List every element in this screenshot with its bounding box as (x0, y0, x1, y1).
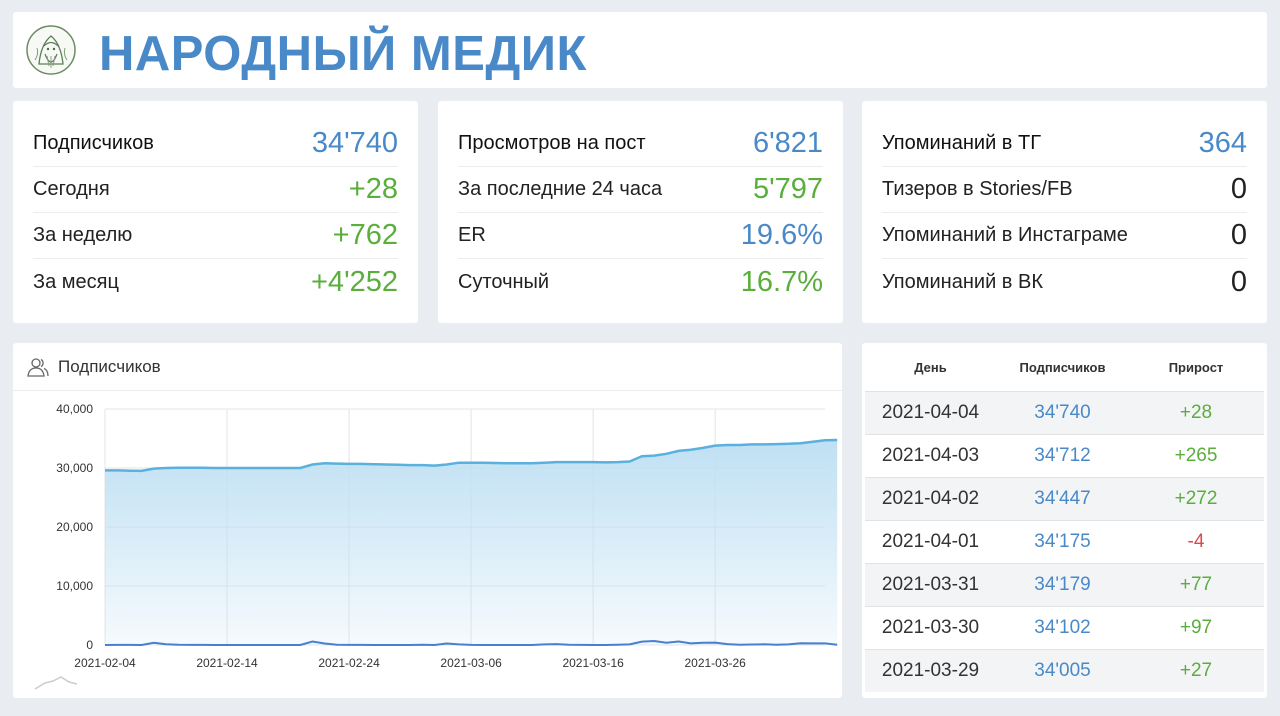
header-bar: НАРОДНЫЙ МЕДИК (13, 12, 1267, 88)
day-cell: 2021-03-31 (881, 574, 980, 595)
chart-title: Подписчиков (58, 357, 161, 376)
growth-cell: +272 (1174, 488, 1218, 509)
growth-cell: +77 (1179, 574, 1213, 595)
stat-value: 16.7% (740, 265, 823, 298)
column-header-growth[interactable]: Прирост (1168, 359, 1224, 375)
subscribers-cell: 34'005 (1034, 660, 1091, 681)
stat-label: Упоминаний в ТГ (882, 132, 1042, 154)
y-tick-label: 30,000 (56, 461, 93, 475)
stat-label: ER (458, 224, 486, 246)
stat-row-tg-mentions: Упоминаний в ТГ 364 (882, 121, 1247, 167)
table-row: 2021-03-31 34'179 +77 (865, 563, 1264, 606)
subscribers-cell: 34'740 (1034, 402, 1091, 423)
stat-row-month: За месяц +4'252 (33, 259, 398, 305)
stat-row-subscribers: Подписчиков 34'740 (33, 121, 398, 167)
y-tick-label: 0 (86, 638, 93, 652)
day-cell: 2021-04-02 (881, 488, 980, 509)
day-cell: 2021-03-30 (881, 617, 980, 638)
stat-value: 364 (1198, 127, 1247, 159)
navigator-mini-icon (34, 676, 78, 690)
stat-value: +4'252 (311, 265, 398, 298)
stat-label: Упоминаний в Инстаграме (882, 224, 1128, 246)
stat-label: Упоминаний в ВК (882, 270, 1043, 293)
stat-row-week: За неделю +762 (33, 213, 398, 259)
stat-label: Тизеров в Stories/FB (882, 178, 1073, 200)
column-header-subscribers[interactable]: Подписчиков (1019, 359, 1106, 375)
table-row: 2021-04-03 34'712 +265 (865, 434, 1264, 477)
table-row: 2021-04-02 34'447 +272 (865, 477, 1264, 520)
subscribers-cell: 34'447 (1034, 488, 1091, 509)
stat-label: Сегодня (33, 178, 110, 200)
subscribers-area-fill (105, 440, 838, 645)
subscribers-cell: 34'102 (1034, 617, 1091, 638)
channel-title: НАРОДНЫЙ МЕДИК (99, 27, 587, 81)
stat-row-er: ER 19.6% (458, 213, 823, 259)
stat-row-views-per-post: Просмотров на пост 6'821 (458, 121, 823, 167)
table-row: 2021-04-04 34'740 +28 (865, 391, 1264, 434)
views-stats-card: Просмотров на пост 6'821 За последние 24… (438, 101, 843, 323)
subscribers-cell: 34'179 (1034, 574, 1091, 595)
x-tick-label: 2021-03-16 (562, 656, 624, 670)
growth-cell: +28 (1179, 402, 1213, 423)
day-cell: 2021-03-29 (881, 660, 980, 681)
stat-row-instagram-mentions: Упоминаний в Инстаграме 0 (882, 213, 1247, 259)
subscribers-series-line (105, 438, 838, 473)
table-row: 2021-03-30 34'102 +97 (865, 606, 1264, 649)
table-row: 2021-04-01 34'175 -4 (865, 520, 1264, 563)
stat-value: +762 (332, 219, 398, 251)
growth-cell: +97 (1179, 617, 1213, 638)
table-header: День Подписчиков Прирост (865, 343, 1264, 391)
stat-label: Просмотров на пост (458, 132, 646, 154)
column-header-day[interactable]: День (914, 359, 947, 375)
stat-value: 0 (1230, 173, 1247, 205)
mentions-stats-card: Упоминаний в ТГ 364 Тизеров в Stories/FB… (862, 101, 1267, 323)
stat-value: 6'821 (752, 127, 823, 159)
stat-value: 5'797 (752, 173, 823, 205)
day-cell: 2021-04-04 (881, 402, 980, 423)
users-icon (27, 358, 49, 377)
subscribers-stats-card: Подписчиков 34'740 Сегодня +28 За неделю… (13, 101, 418, 323)
x-tick-label: 2021-03-06 (440, 656, 502, 670)
stat-row-today: Сегодня +28 (33, 167, 398, 213)
y-tick-label: 10,000 (56, 579, 93, 593)
x-tick-label: 2021-02-14 (196, 656, 258, 670)
daily-growth-table: День Подписчиков Прирост 2021-04-04 34'74… (862, 343, 1267, 698)
day-cell: 2021-04-03 (881, 445, 980, 466)
stat-value: +28 (348, 173, 398, 205)
stat-row-daily-er: Суточный 16.7% (458, 259, 823, 305)
day-cell: 2021-04-01 (881, 531, 980, 552)
stat-label: Суточный (458, 270, 550, 293)
growth-cell: -4 (1187, 531, 1205, 552)
stat-value: 0 (1230, 265, 1247, 298)
stat-row-stories-teasers: Тизеров в Stories/FB 0 (882, 167, 1247, 213)
x-tick-label: 2021-02-24 (318, 656, 380, 670)
stat-label: За месяц (33, 270, 119, 293)
stat-label: Подписчиков (33, 132, 154, 154)
daily-growth-series-line (104, 639, 838, 647)
table-row: 2021-03-29 34'005 +27 (865, 649, 1264, 692)
bearded-elder-logo-icon (26, 25, 76, 75)
y-tick-label: 20,000 (56, 520, 93, 534)
stat-value: 34'740 (311, 127, 398, 159)
x-tick-label: 2021-03-26 (684, 656, 746, 670)
growth-cell: +27 (1179, 660, 1213, 681)
stat-label: За последние 24 часа (458, 178, 663, 200)
stat-label: За неделю (33, 224, 133, 246)
table-body: 2021-04-04 34'740 +28 2021-04-03 34'712 +265 2… (865, 391, 1264, 692)
chart-header: Подписчиков (13, 343, 842, 391)
x-tick-label: 2021-02-04 (74, 656, 136, 670)
stat-value: 19.6% (740, 219, 823, 251)
y-tick-label: 40,000 (56, 402, 93, 416)
stat-row-last-24h: За последние 24 часа 5'797 (458, 167, 823, 213)
subscribers-cell: 34'175 (1034, 531, 1091, 552)
growth-cell: +265 (1174, 445, 1218, 466)
stat-row-vk-mentions: Упоминаний в ВК 0 (882, 259, 1247, 305)
stat-value: 0 (1230, 219, 1247, 251)
subscribers-area-chart[interactable]: 40,000 30,000 20,000 10,000 0 2021-02-04 2021-… (13, 391, 842, 698)
subscribers-cell: 34'712 (1034, 445, 1091, 466)
subscribers-chart-card: Подписчиков 40,000 30,000 20,000 10,000 0 202… (13, 343, 842, 698)
